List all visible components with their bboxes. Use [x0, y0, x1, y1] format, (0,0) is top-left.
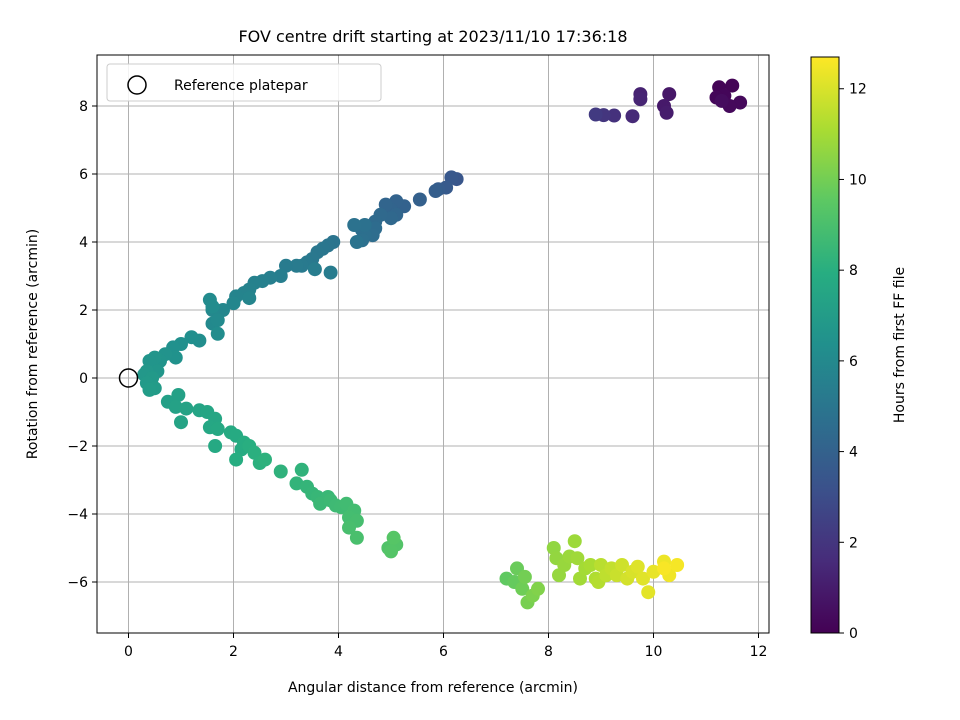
- plot-area: [96, 54, 770, 634]
- data-point: [583, 558, 598, 572]
- x-axis: 0 2 4 6 8 10 12: [124, 633, 767, 660]
- data-point: [289, 476, 304, 491]
- reference-marker-group: [118, 368, 139, 388]
- data-point: [570, 551, 585, 566]
- grid: [97, 55, 769, 633]
- y-tick-label: 6: [79, 167, 88, 183]
- data-point: [342, 520, 356, 535]
- data-point: [412, 192, 427, 207]
- y-tick-label: −4: [67, 507, 88, 523]
- data-point: [294, 462, 309, 477]
- data-point: [641, 585, 656, 600]
- data-point: [386, 530, 401, 545]
- x-tick-label: 10: [645, 644, 663, 660]
- data-point: [517, 569, 532, 584]
- data-point: [142, 382, 157, 397]
- legend-reference-marker-icon: [127, 75, 147, 95]
- data-point: [633, 92, 648, 107]
- data-point: [384, 544, 398, 559]
- data-point: [323, 265, 338, 280]
- data-point: [210, 326, 225, 341]
- data-point: [226, 296, 241, 311]
- data-point: [273, 269, 288, 283]
- data-point: [733, 95, 748, 110]
- data-point: [714, 93, 729, 108]
- data-point: [630, 559, 645, 574]
- data-point: [307, 262, 322, 277]
- data-point: [615, 558, 629, 572]
- y-axis-label: Rotation from reference (arcmin): [25, 229, 41, 459]
- x-tick-label: 4: [334, 644, 343, 660]
- y-tick-label: −6: [67, 575, 88, 591]
- data-point: [205, 299, 220, 314]
- data-point: [258, 452, 272, 467]
- data-point: [171, 388, 186, 402]
- y-tick-label: 8: [79, 99, 88, 115]
- data-point: [349, 235, 364, 249]
- colorbar-gradient: [810, 56, 840, 634]
- data-point: [588, 107, 603, 122]
- reference-platepar-marker: [118, 368, 139, 388]
- colorbar: 0 2 4 6 8 10 12 Hours from first FF file: [810, 56, 908, 642]
- data-point: [657, 561, 671, 576]
- data-point: [659, 105, 674, 120]
- colorbar-tick-label: 4: [849, 445, 858, 461]
- data-point: [210, 313, 225, 328]
- data-point: [670, 558, 685, 572]
- data-point: [289, 258, 304, 273]
- colorbar-tick-label: 2: [849, 535, 858, 551]
- data-points: [137, 78, 748, 610]
- data-point: [273, 464, 288, 479]
- data-point: [607, 108, 622, 123]
- colorbar-ticks: 0 2 4 6 8 10 12: [839, 82, 867, 642]
- x-tick-label: 6: [439, 644, 448, 660]
- chart-title: FOV centre drift starting at 2023/11/10 …: [238, 27, 627, 46]
- data-point: [428, 184, 443, 198]
- data-point: [567, 534, 582, 549]
- data-point: [208, 439, 223, 453]
- colorbar-tick-label: 8: [849, 263, 858, 279]
- data-point: [531, 581, 545, 596]
- plot-frame: [96, 54, 770, 634]
- y-axis: −6 −4 −2 0 2 4 6 8: [67, 99, 97, 591]
- data-point: [313, 496, 328, 511]
- y-tick-label: 4: [79, 235, 88, 251]
- data-point: [384, 211, 398, 226]
- data-point: [168, 399, 183, 414]
- y-tick-label: 2: [79, 303, 88, 319]
- data-point: [210, 422, 225, 436]
- data-point: [174, 415, 188, 430]
- legend: Reference platepar: [106, 63, 382, 102]
- data-point: [636, 571, 650, 586]
- data-point: [242, 291, 257, 306]
- x-tick-label: 12: [750, 644, 768, 660]
- data-point: [357, 218, 372, 232]
- colorbar-tick-label: 10: [849, 172, 867, 188]
- data-point: [625, 109, 640, 124]
- data-point: [646, 564, 661, 579]
- x-tick-label: 2: [229, 644, 238, 660]
- x-axis-label: Angular distance from reference (arcmin): [288, 680, 578, 696]
- data-point: [725, 78, 740, 93]
- data-point: [515, 581, 530, 596]
- data-point: [347, 218, 362, 232]
- x-tick-label: 0: [124, 644, 133, 660]
- colorbar-tick-label: 12: [849, 82, 867, 98]
- y-tick-label: −2: [67, 439, 88, 455]
- colorbar-tick-label: 0: [849, 626, 858, 642]
- data-point: [179, 401, 194, 416]
- legend-box: [106, 63, 382, 102]
- data-point: [662, 87, 677, 102]
- legend-entry-label: Reference platepar: [174, 78, 308, 94]
- x-tick-label: 8: [544, 644, 553, 660]
- y-tick-label: 0: [79, 371, 88, 387]
- colorbar-tick-label: 6: [849, 354, 858, 370]
- data-point: [229, 452, 244, 467]
- data-point: [184, 330, 199, 345]
- data-point: [349, 530, 364, 545]
- data-point: [168, 350, 183, 365]
- colorbar-label: Hours from first FF file: [892, 267, 908, 423]
